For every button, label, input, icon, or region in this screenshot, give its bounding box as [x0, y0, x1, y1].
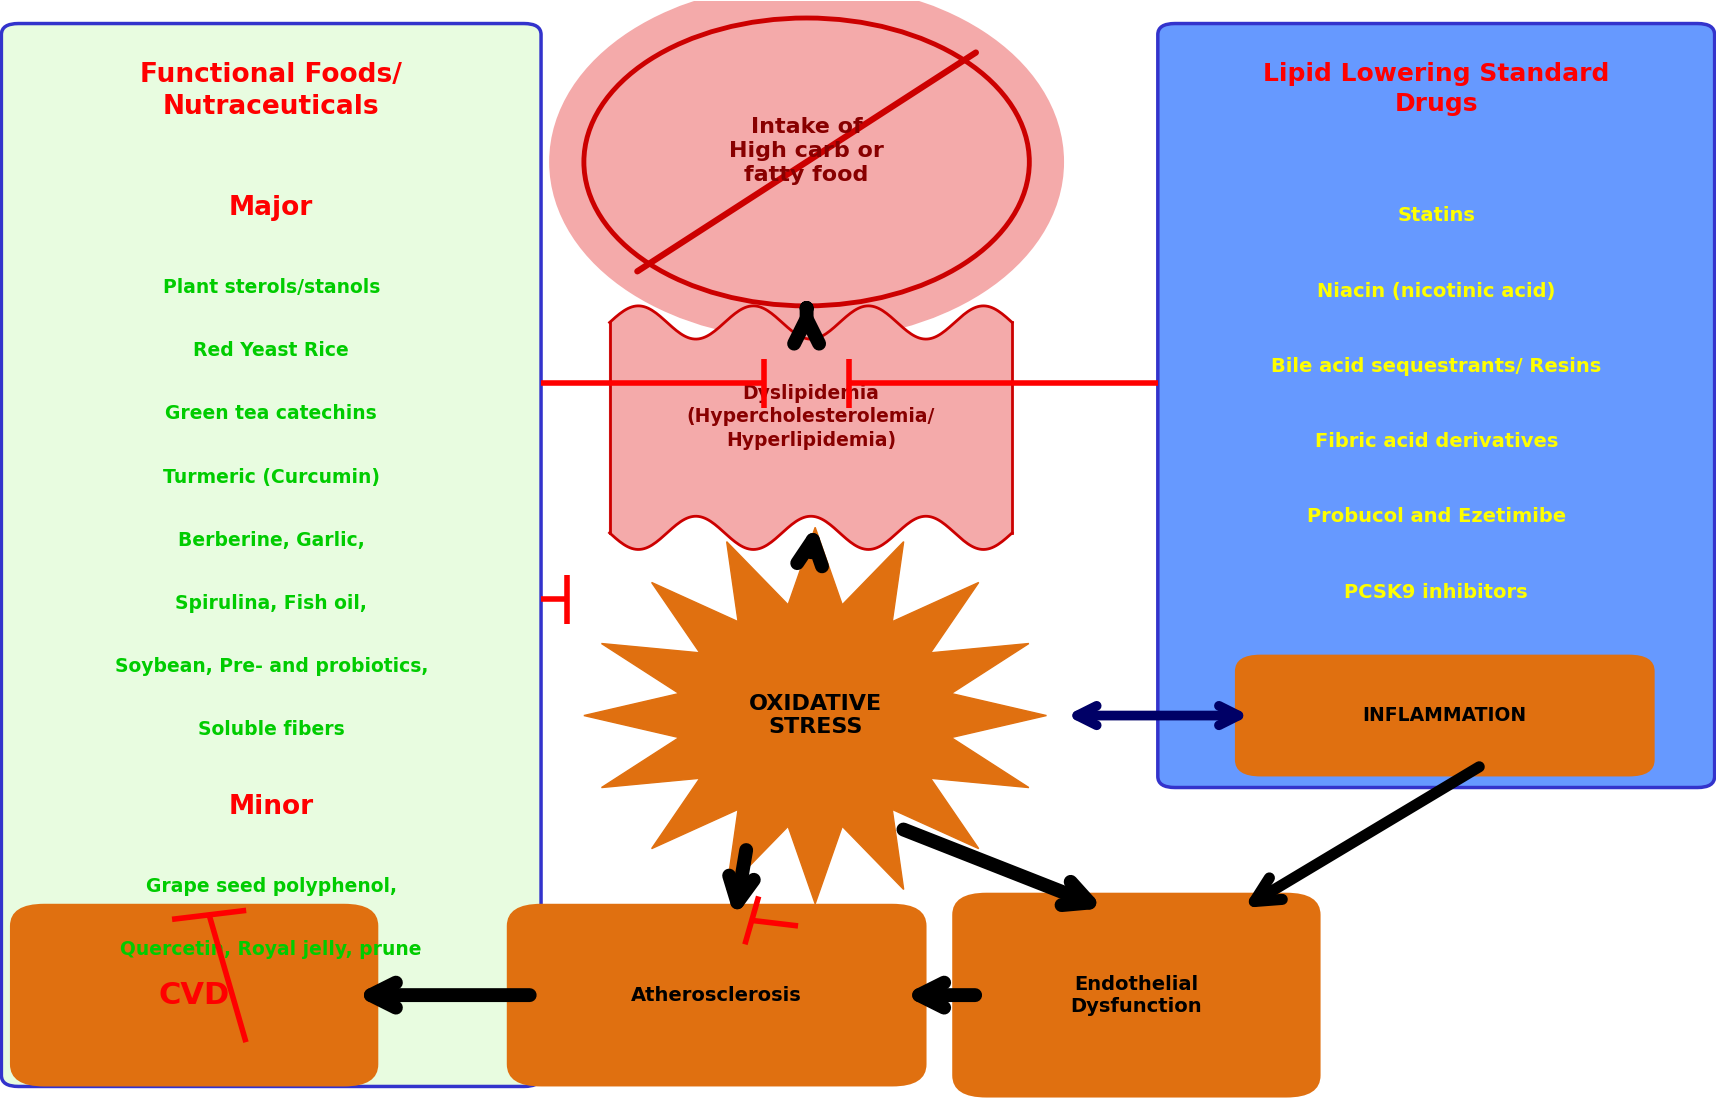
Text: Green tea catechins: Green tea catechins	[165, 404, 378, 423]
Text: Lipid Lowering Standard
Drugs: Lipid Lowering Standard Drugs	[1263, 62, 1610, 115]
Text: Major: Major	[230, 195, 314, 221]
FancyBboxPatch shape	[1158, 23, 1714, 787]
Text: Berberine, Garlic,: Berberine, Garlic,	[178, 531, 364, 549]
Text: Atherosclerosis: Atherosclerosis	[631, 986, 801, 1005]
Text: Fibric acid derivatives: Fibric acid derivatives	[1314, 432, 1558, 451]
Text: Bile acid sequestrants/ Resins: Bile acid sequestrants/ Resins	[1272, 356, 1601, 376]
Text: Statins: Statins	[1397, 206, 1476, 225]
Text: INFLAMMATION: INFLAMMATION	[1363, 706, 1527, 725]
Text: Minor: Minor	[228, 794, 314, 820]
Polygon shape	[583, 527, 1047, 904]
Text: Red Yeast Rice: Red Yeast Rice	[194, 341, 348, 361]
Text: Intake of
High carb or
fatty food: Intake of High carb or fatty food	[729, 117, 884, 185]
Text: Functional Foods/
Nutraceuticals: Functional Foods/ Nutraceuticals	[141, 62, 402, 120]
FancyBboxPatch shape	[1236, 655, 1654, 776]
Text: CVD: CVD	[158, 980, 230, 1010]
Text: Soybean, Pre- and probiotics,: Soybean, Pre- and probiotics,	[115, 657, 427, 676]
Polygon shape	[609, 306, 1012, 549]
Text: Dyslipidemia
(Hypercholesterolemia/
Hyperlipidemia): Dyslipidemia (Hypercholesterolemia/ Hype…	[686, 384, 935, 450]
Text: Soluble fibers: Soluble fibers	[197, 720, 345, 739]
Text: Plant sterols/stanols: Plant sterols/stanols	[163, 279, 379, 297]
FancyBboxPatch shape	[10, 904, 378, 1087]
Text: OXIDATIVE
STRESS: OXIDATIVE STRESS	[748, 694, 882, 737]
FancyBboxPatch shape	[2, 23, 541, 1087]
FancyBboxPatch shape	[506, 904, 927, 1087]
Text: Quercetin, Royal jelly, prune: Quercetin, Royal jelly, prune	[120, 940, 422, 959]
Text: Spirulina, Fish oil,: Spirulina, Fish oil,	[175, 594, 367, 613]
Text: Probucol and Ezetimibe: Probucol and Ezetimibe	[1306, 507, 1565, 526]
Ellipse shape	[583, 18, 1030, 306]
Text: Niacin (nicotinic acid): Niacin (nicotinic acid)	[1316, 282, 1555, 301]
Text: PCSK9 inhibitors: PCSK9 inhibitors	[1344, 583, 1527, 602]
Text: Turmeric (Curcumin): Turmeric (Curcumin)	[163, 467, 379, 486]
FancyBboxPatch shape	[952, 892, 1321, 1098]
Text: Endothelial
Dysfunction: Endothelial Dysfunction	[1071, 975, 1203, 1016]
Text: Grape seed polyphenol,: Grape seed polyphenol,	[146, 877, 396, 896]
